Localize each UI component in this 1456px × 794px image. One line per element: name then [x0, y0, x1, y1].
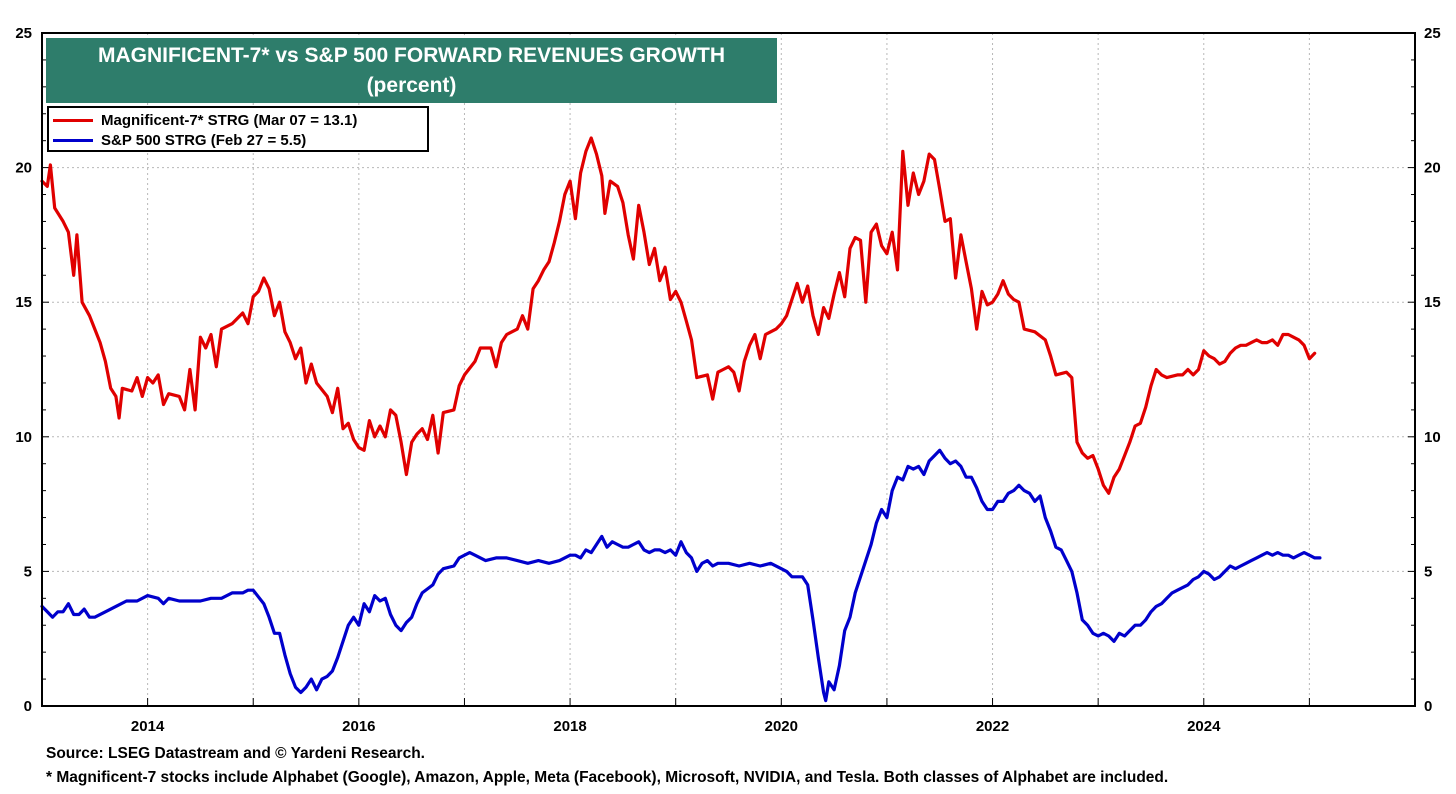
- legend: Magnificent-7* STRG (Mar 07 = 13.1) S&P …: [47, 106, 429, 152]
- legend-swatch-mag7: [53, 118, 93, 122]
- y-tick-label-left: 25: [15, 25, 32, 42]
- y-tick-label-left: 20: [15, 160, 32, 177]
- plot-frame: [41, 32, 1416, 707]
- y-tick-label-right: 0: [1424, 698, 1432, 715]
- footnote: * Magnificent-7 stocks include Alphabet …: [46, 769, 1169, 786]
- y-tick-label-right: 25: [1424, 25, 1441, 42]
- legend-swatch-sp500: [53, 138, 93, 142]
- y-tick-label-right: 20: [1424, 160, 1441, 177]
- y-tick-label-right: 10: [1424, 429, 1441, 446]
- legend-item-mag7: Magnificent-7* STRG (Mar 07 = 13.1): [53, 110, 357, 130]
- grid-lines: [42, 33, 1415, 706]
- y-tick-label-left: 10: [15, 429, 32, 446]
- x-tick-label-2020: 2020: [765, 718, 798, 735]
- y-tick-label-left: 5: [24, 563, 32, 580]
- x-tick-label-2014: 2014: [131, 718, 165, 735]
- source-note: Source: LSEG Datastream and © Yardeni Re…: [46, 745, 425, 762]
- series-line-mag7: [40, 136, 1317, 495]
- y-tick-label-left: 15: [15, 294, 32, 311]
- y-tick-label-left: 0: [24, 698, 32, 715]
- legend-label-mag7: Magnificent-7* STRG (Mar 07 = 13.1): [101, 111, 358, 129]
- y-tick-label-right: 5: [1424, 563, 1432, 580]
- chart-title: MAGNIFICENT-7* vs S&P 500 FORWARD REVENU…: [98, 44, 725, 67]
- x-tick-label-2018: 2018: [553, 718, 586, 735]
- legend-label-sp500: S&P 500 STRG (Feb 27 = 5.5): [101, 131, 307, 149]
- series-line-sp500: [40, 448, 1322, 703]
- x-tick-label-2016: 2016: [342, 718, 375, 735]
- chart-subtitle: (percent): [366, 74, 457, 97]
- legend-item-sp500: S&P 500 STRG (Feb 27 = 5.5): [53, 130, 306, 150]
- chart-title-box: MAGNIFICENT-7* vs S&P 500 FORWARD REVENU…: [46, 38, 777, 103]
- x-tick-label-2022: 2022: [976, 718, 1009, 735]
- y-tick-label-right: 15: [1424, 294, 1441, 311]
- x-tick-label-2024: 2024: [1187, 718, 1221, 735]
- series-lines: [40, 136, 1322, 703]
